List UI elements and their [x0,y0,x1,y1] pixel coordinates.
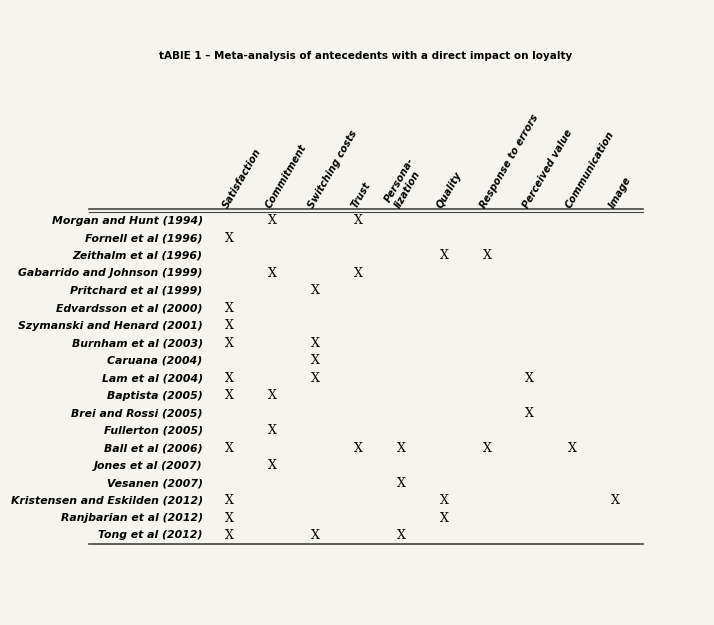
Text: Fullerton (2005): Fullerton (2005) [104,426,203,436]
Text: X: X [440,511,448,524]
Text: X: X [268,459,277,472]
Text: X: X [225,337,234,350]
Text: X: X [354,267,363,280]
Text: X: X [397,476,406,489]
Text: X: X [225,529,234,542]
Text: Szymanski and Henard (2001): Szymanski and Henard (2001) [18,321,203,331]
Text: X: X [225,319,234,332]
Text: Satisfaction: Satisfaction [221,146,263,210]
Text: Ranjbarian et al (2012): Ranjbarian et al (2012) [61,513,203,523]
Text: Fornell et al (1996): Fornell et al (1996) [85,233,203,243]
Text: X: X [225,494,234,507]
Text: Communication: Communication [564,129,616,210]
Text: Zeithalm et al (1996): Zeithalm et al (1996) [73,251,203,261]
Text: Quality: Quality [436,170,464,210]
Text: X: X [483,249,491,262]
Text: X: X [225,232,234,245]
Text: X: X [225,372,234,384]
Text: X: X [225,511,234,524]
Text: Morgan and Hunt (1994): Morgan and Hunt (1994) [51,216,203,226]
Text: X: X [440,249,448,262]
Text: X: X [354,442,363,454]
Text: Tong et al (2012): Tong et al (2012) [99,531,203,541]
Text: tABlE 1 – Meta-analysis of antecedents with a direct impact on loyalty: tABlE 1 – Meta-analysis of antecedents w… [159,51,573,61]
Text: X: X [397,442,406,454]
Text: X: X [397,529,406,542]
Text: Pritchard et al (1999): Pritchard et al (1999) [71,286,203,296]
Text: Kristensen and Eskilden (2012): Kristensen and Eskilden (2012) [11,496,203,506]
Text: X: X [568,442,577,454]
Text: Persona-
lization: Persona- lization [383,156,426,210]
Text: X: X [311,337,320,350]
Text: Lam et al (2004): Lam et al (2004) [101,373,203,383]
Text: X: X [268,424,277,437]
Text: Response to errors: Response to errors [478,112,540,210]
Text: Vesanen (2007): Vesanen (2007) [106,478,203,488]
Text: X: X [225,442,234,454]
Text: Perceived value: Perceived value [521,127,575,210]
Text: Image: Image [607,174,633,210]
Text: X: X [526,372,534,384]
Text: X: X [311,284,320,298]
Text: X: X [225,389,234,402]
Text: X: X [483,442,491,454]
Text: Commitment: Commitment [264,142,308,210]
Text: X: X [611,494,620,507]
Text: Caruana (2004): Caruana (2004) [107,356,203,366]
Text: Gabarrido and Johnson (1999): Gabarrido and Johnson (1999) [18,268,203,278]
Text: X: X [526,407,534,419]
Text: Burnham et al (2003): Burnham et al (2003) [71,338,203,348]
Text: X: X [311,354,320,367]
Text: Brei and Rossi (2005): Brei and Rossi (2005) [71,408,203,418]
Text: X: X [268,214,277,228]
Text: Trust: Trust [350,180,373,210]
Text: X: X [440,494,448,507]
Text: X: X [268,267,277,280]
Text: Switching costs: Switching costs [307,128,360,210]
Text: X: X [311,372,320,384]
Text: X: X [268,389,277,402]
Text: X: X [354,214,363,228]
Text: Jones et al (2007): Jones et al (2007) [94,461,203,471]
Text: Baptista (2005): Baptista (2005) [107,391,203,401]
Text: Edvardsson et al (2000): Edvardsson et al (2000) [56,303,203,313]
Text: X: X [225,302,234,315]
Text: Ball et al (2006): Ball et al (2006) [104,443,203,453]
Text: X: X [311,529,320,542]
